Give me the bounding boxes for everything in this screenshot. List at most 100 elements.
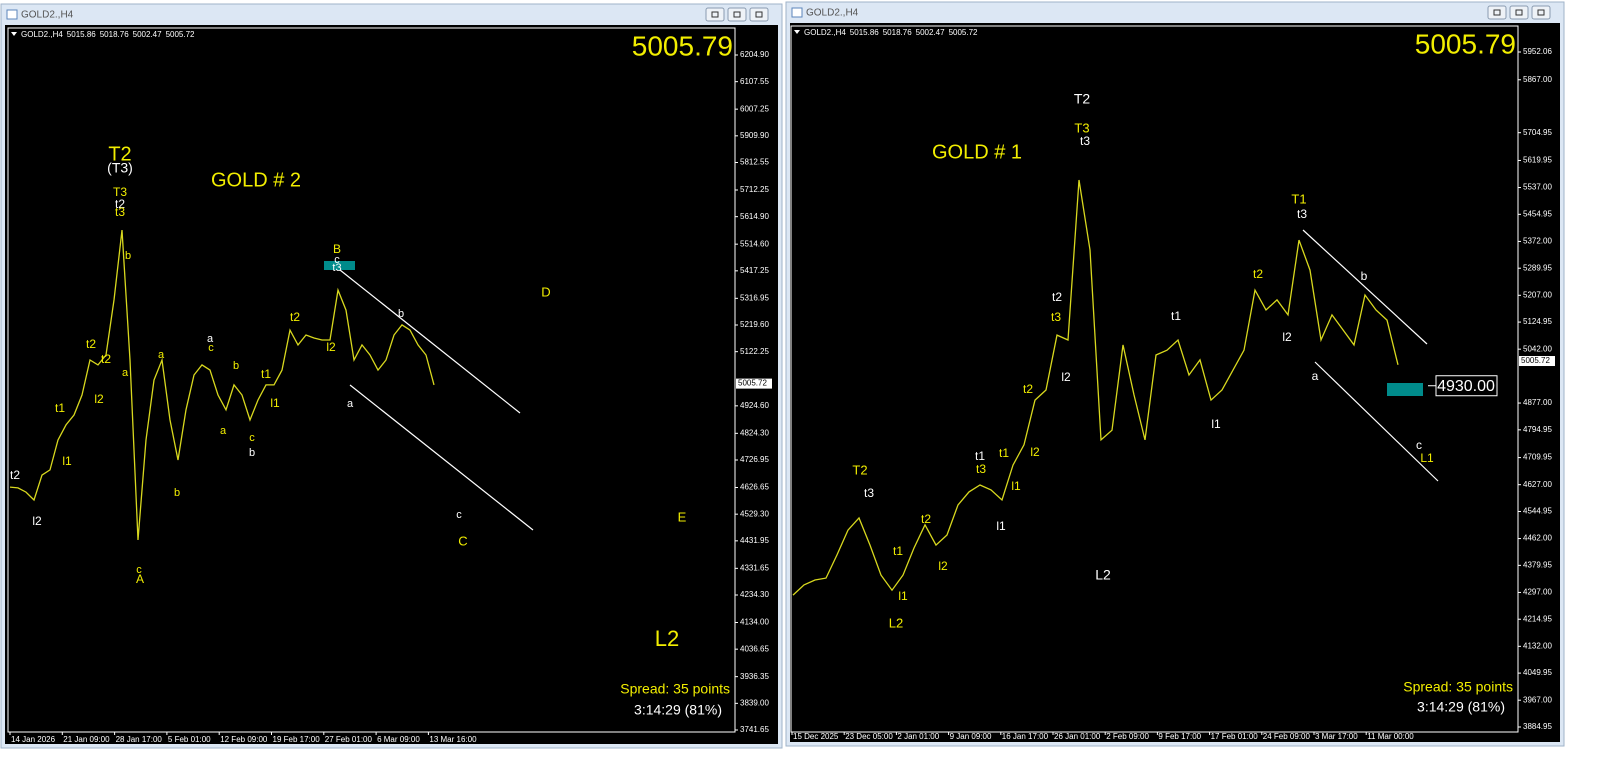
plot-frame (7, 27, 736, 733)
y-tick-label: 5514.60 (740, 239, 769, 248)
close-button-box (1531, 5, 1551, 20)
y-tick-label: 3741.65 (740, 725, 769, 734)
ohlc-value: 5018.76 (883, 28, 912, 37)
ohlc-value: 5018.76 (100, 30, 129, 39)
y-tick-label: 5207.00 (1523, 290, 1552, 299)
x-tick-label: 9 Feb 17:00 (1158, 732, 1201, 741)
maximize-button[interactable] (1509, 5, 1529, 20)
y-tick-label: 4877.00 (1523, 398, 1552, 407)
wave-label: l1 (898, 589, 908, 603)
minimize-button-glyph (711, 11, 719, 18)
wave-label: l1 (996, 519, 1006, 533)
maximize-button-glyph (733, 11, 741, 18)
wave-label: t2 (115, 197, 125, 211)
channel-line (339, 269, 521, 414)
ohlc-value: 5002.47 (133, 30, 162, 39)
y-tick-label: 4234.30 (740, 590, 769, 599)
wave-label: t3 (332, 262, 341, 274)
ohlc-value: 5002.47 (916, 28, 945, 37)
wave-label: c (208, 342, 214, 354)
wave-label: b (249, 447, 255, 459)
chart-window: GOLD2.,H4 6204.90 6107.55 6007.25 5909.90 581… (0, 3, 783, 749)
close-button-glyph (755, 11, 763, 18)
chart-background (5, 25, 778, 744)
y-tick-label: 4431.95 (740, 536, 769, 545)
y-tick-label: 5124.95 (1523, 317, 1552, 326)
channel-line (1302, 229, 1428, 345)
wave-label: l2 (94, 392, 104, 406)
x-tick-label: 23 Dec 05:00 (845, 732, 893, 741)
window-icon (6, 9, 18, 20)
y-tick-label: 6204.90 (740, 50, 769, 59)
minimize-button-glyph (1493, 9, 1501, 16)
wave-label: t3 (864, 486, 874, 500)
wave-label: A (136, 572, 144, 586)
wave-label: T1 (1291, 191, 1306, 206)
wave-label: T3 (1074, 120, 1089, 135)
y-tick-label: 4794.95 (1523, 425, 1552, 434)
y-tick-label: 5417.25 (740, 266, 769, 275)
price-tag: 5005.72 (738, 379, 767, 388)
wave-label: L2 (655, 626, 679, 651)
wave-label: GOLD # 1 (932, 141, 1022, 163)
y-tick-label: 5619.95 (1523, 156, 1552, 165)
timer: 3:14:29 (81%) (634, 702, 722, 718)
y-tick-label: 4462.00 (1523, 534, 1552, 543)
minimize-button[interactable] (1487, 5, 1507, 20)
x-tick-label: 6 Mar 09:00 (377, 735, 420, 744)
wave-label: a (158, 349, 165, 361)
wave-label: t3 (1080, 134, 1090, 148)
y-tick-label: 5042.00 (1523, 344, 1552, 353)
wave-label: L1 (1420, 451, 1434, 465)
target-zone (1387, 383, 1423, 396)
wave-label: l2 (1282, 330, 1292, 344)
y-tick-label: 3936.35 (740, 672, 769, 681)
wave-label: t1 (1171, 309, 1181, 323)
y-tick-label: 4134.00 (740, 618, 769, 627)
wave-label: a (1312, 369, 1319, 383)
wave-label: t2 (1253, 267, 1263, 281)
wave-label: l2 (32, 514, 42, 528)
y-tick-label: 4132.00 (1523, 641, 1552, 650)
x-tick-label: 21 Jan 09:00 (63, 735, 110, 744)
wave-label: t3 (1051, 310, 1061, 324)
close-button[interactable] (749, 7, 769, 22)
y-tick-label: 5537.00 (1523, 183, 1552, 192)
y-tick-label: 4544.95 (1523, 507, 1552, 516)
y-tick-label: 5219.60 (740, 320, 769, 329)
minimize-button[interactable] (705, 7, 725, 22)
current-price: 5005.79 (632, 30, 733, 61)
wave-label: c (249, 432, 255, 444)
wave-label: B (333, 242, 341, 256)
wave-label: a (207, 333, 214, 345)
x-tick-label: 16 Jan 17:00 (1002, 732, 1049, 741)
x-tick-label: 28 Jan 17:00 (116, 735, 163, 744)
wave-label: b (233, 360, 239, 372)
wave-label: b (398, 308, 404, 320)
y-tick-label: 4214.95 (1523, 614, 1552, 623)
y-tick-label: 5454.95 (1523, 209, 1552, 218)
y-tick-label: 4331.65 (740, 563, 769, 572)
y-tick-label: 4297.00 (1523, 588, 1552, 597)
wave-label: L2 (1095, 567, 1111, 583)
level-box (1435, 375, 1498, 397)
spread: Spread: 35 points (1403, 679, 1513, 695)
channel-line (349, 384, 534, 531)
wave-label: l1 (270, 396, 280, 410)
wave-label: l1 (1211, 417, 1221, 431)
close-button[interactable] (1531, 5, 1551, 20)
info-arrow (11, 32, 17, 36)
wave-label: l1 (1011, 479, 1021, 493)
wave-label: t1 (261, 367, 271, 381)
wave-label: T2 (1074, 91, 1091, 107)
close-button-box (749, 7, 769, 22)
y-tick-label: 4924.60 (740, 401, 769, 410)
y-tick-label: 5614.90 (740, 212, 769, 221)
wave-label: b (174, 487, 180, 499)
wave-label: l2 (938, 559, 948, 573)
maximize-button[interactable] (727, 7, 747, 22)
x-tick-label: 26 Jan 01:00 (1054, 732, 1101, 741)
x-tick-label: 2 Jan 01:00 (897, 732, 939, 741)
wave-label: T2 (852, 462, 867, 477)
y-tick-label: 5372.00 (1523, 237, 1552, 246)
